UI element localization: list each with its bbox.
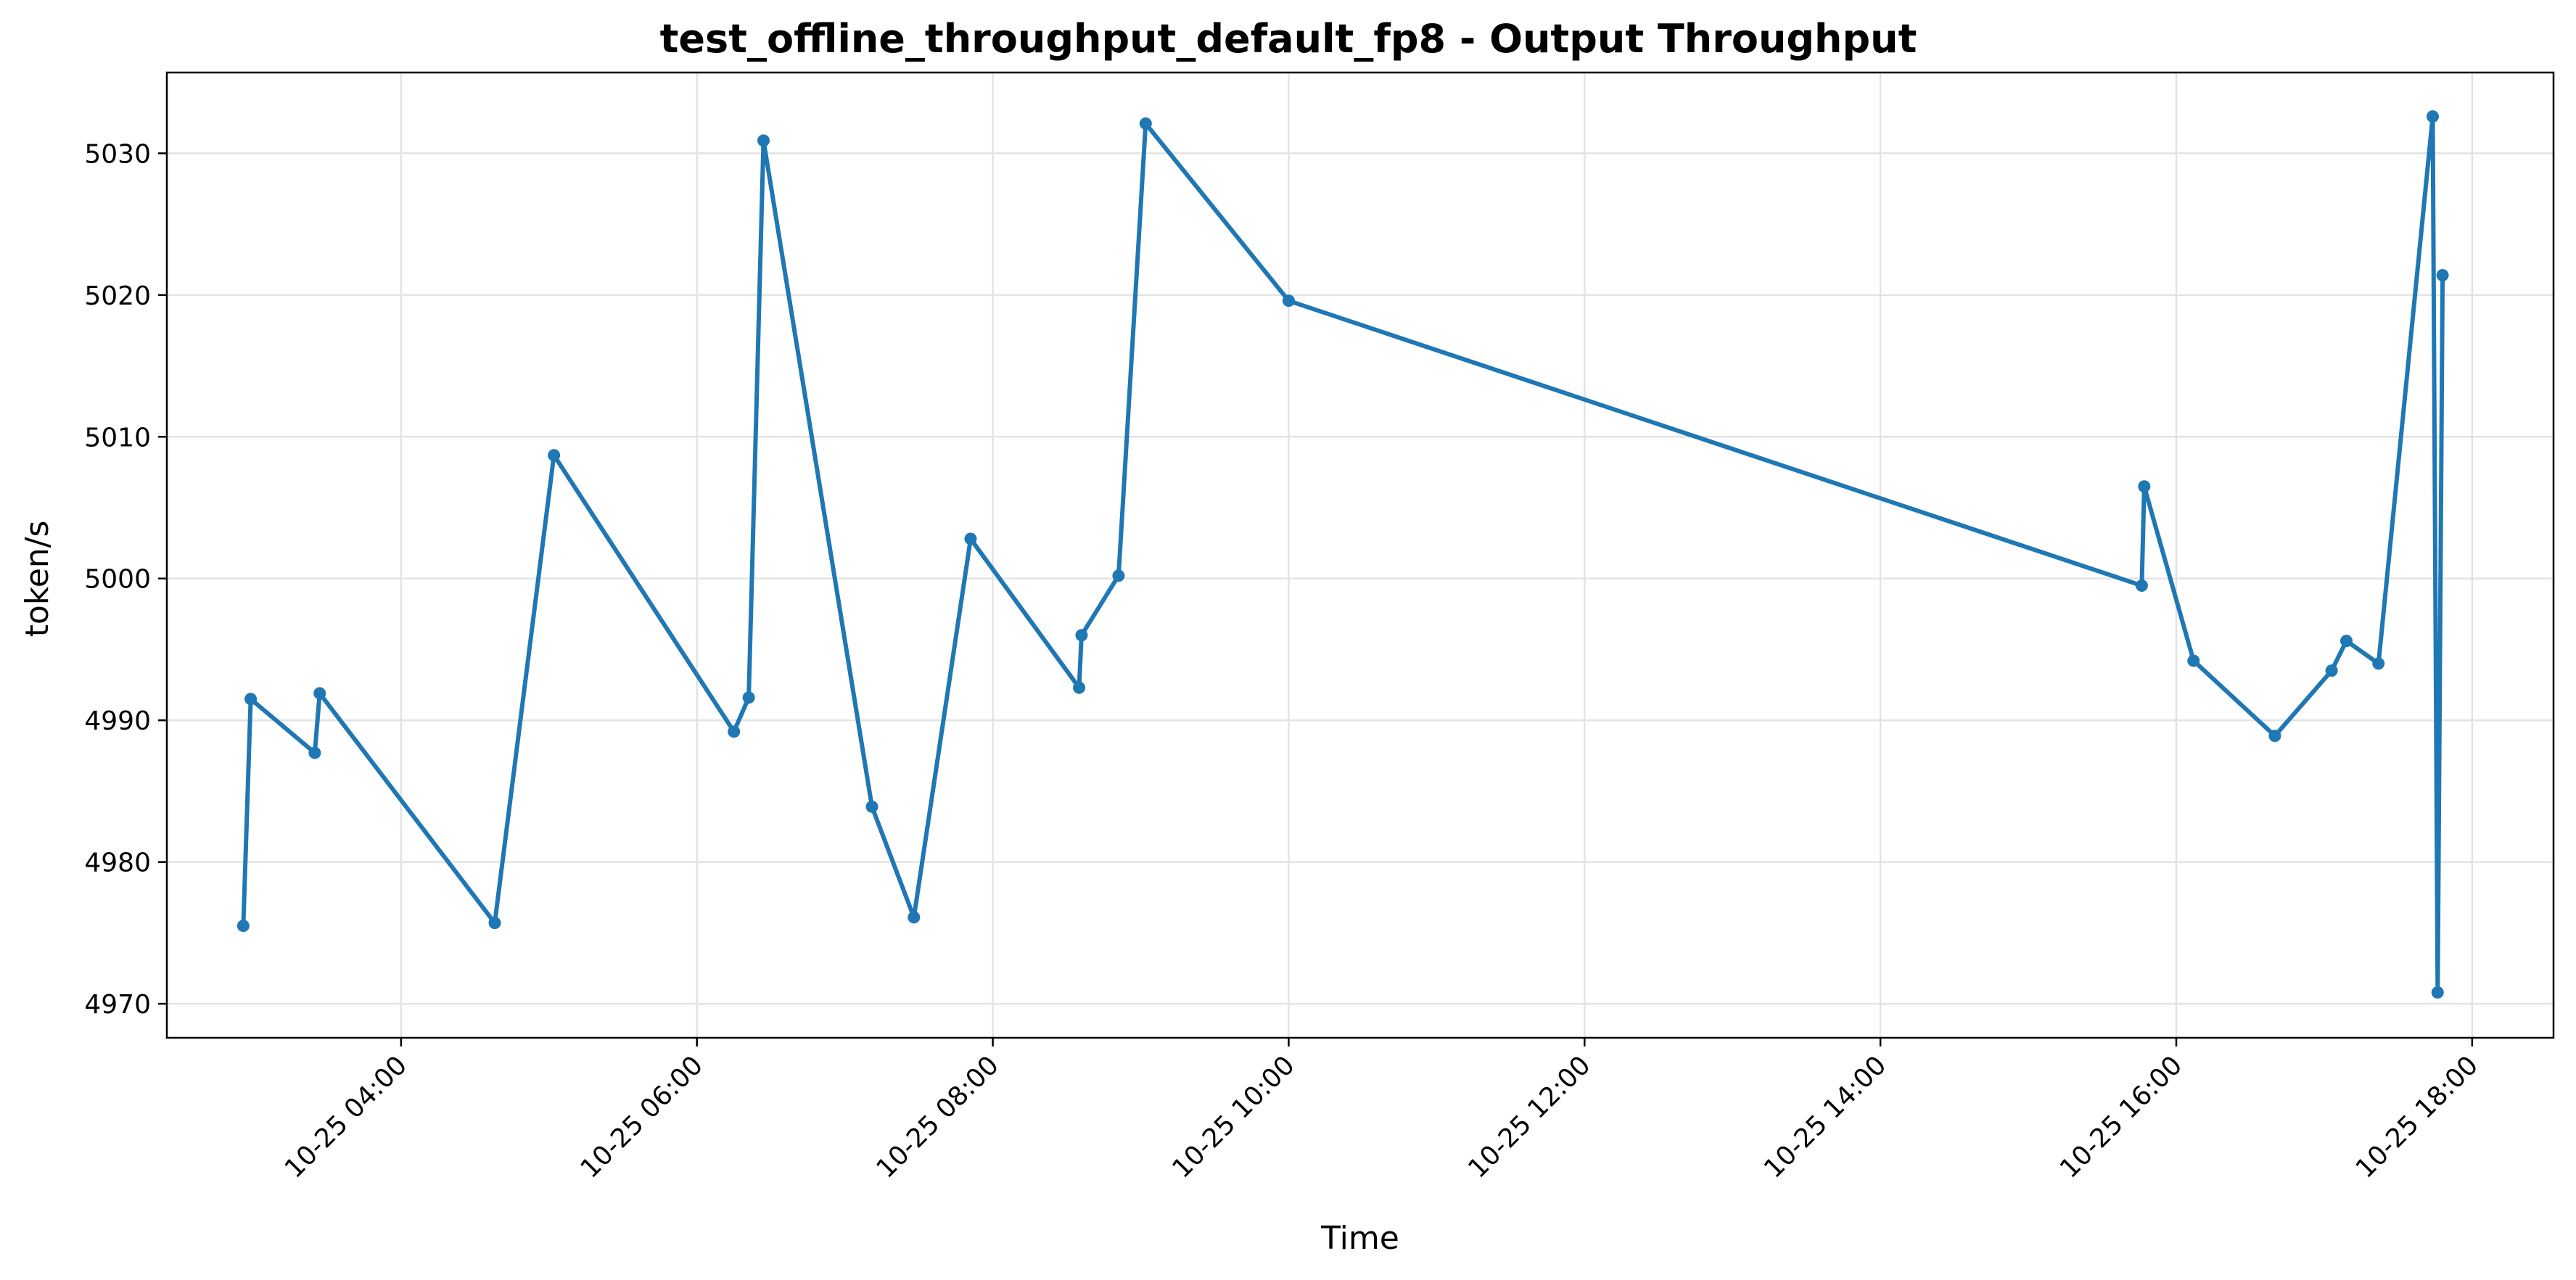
data-point bbox=[1075, 629, 1088, 642]
data-point bbox=[865, 800, 878, 813]
data-point bbox=[757, 134, 770, 147]
x-tick-label: 10-25 16:00 bbox=[2054, 1050, 2188, 1184]
y-tick-label: 5030 bbox=[84, 139, 151, 169]
data-point bbox=[908, 911, 921, 924]
data-point bbox=[1112, 569, 1125, 582]
y-tick-label: 4980 bbox=[84, 848, 151, 878]
data-point bbox=[728, 725, 741, 738]
x-tick-label: 10-25 04:00 bbox=[279, 1050, 413, 1184]
plot-area-frame bbox=[165, 71, 2555, 1039]
data-point bbox=[2372, 657, 2385, 670]
data-point bbox=[308, 746, 321, 759]
grid-lines bbox=[167, 73, 2554, 1038]
data-point bbox=[2138, 480, 2151, 493]
y-tick-label: 5000 bbox=[84, 565, 151, 595]
x-tick-label: 10-25 12:00 bbox=[1462, 1050, 1596, 1184]
data-point bbox=[964, 532, 977, 545]
x-axis-label: Time bbox=[1320, 1220, 1399, 1257]
x-tick-label: 10-25 06:00 bbox=[575, 1050, 709, 1184]
data-point bbox=[236, 920, 250, 933]
y-tick-label: 4970 bbox=[84, 990, 151, 1020]
data-point bbox=[313, 687, 326, 700]
series-line bbox=[241, 114, 2445, 995]
data-point bbox=[1073, 681, 1086, 694]
x-axis: 10-25 04:00 10-25 06:00 10-25 08:00 10-25 1… bbox=[279, 1038, 2484, 1184]
data-point bbox=[2431, 986, 2444, 999]
x-tick-label: 10-25 14:00 bbox=[1758, 1050, 1892, 1184]
data-point bbox=[244, 693, 258, 706]
data-point bbox=[2340, 635, 2353, 648]
y-axis: 4970 4980 4990 5000 5010 5020 5030 bbox=[84, 139, 167, 1020]
data-point bbox=[1282, 294, 1295, 307]
data-point bbox=[2187, 654, 2200, 667]
x-tick-label: 10-25 18:00 bbox=[2350, 1050, 2484, 1184]
data-point bbox=[1139, 117, 1152, 130]
data-point bbox=[2135, 579, 2148, 592]
series-layer bbox=[236, 110, 2449, 999]
data-point bbox=[2268, 730, 2281, 743]
y-axis-label: token/s bbox=[19, 521, 56, 637]
y-tick-label: 4990 bbox=[84, 706, 151, 736]
data-point bbox=[2436, 268, 2449, 281]
data-point bbox=[742, 691, 755, 704]
x-tick-label: 10-25 10:00 bbox=[1166, 1050, 1300, 1184]
data-point bbox=[2426, 110, 2439, 123]
y-tick-label: 5020 bbox=[84, 281, 151, 311]
data-point bbox=[548, 449, 561, 462]
y-tick-label: 5010 bbox=[84, 423, 151, 453]
x-tick-label: 10-25 08:00 bbox=[871, 1050, 1005, 1184]
chart-title: test_offline_throughput_default_fp8 - Ou… bbox=[660, 16, 1917, 62]
data-point bbox=[2325, 664, 2338, 677]
data-point bbox=[488, 917, 501, 930]
